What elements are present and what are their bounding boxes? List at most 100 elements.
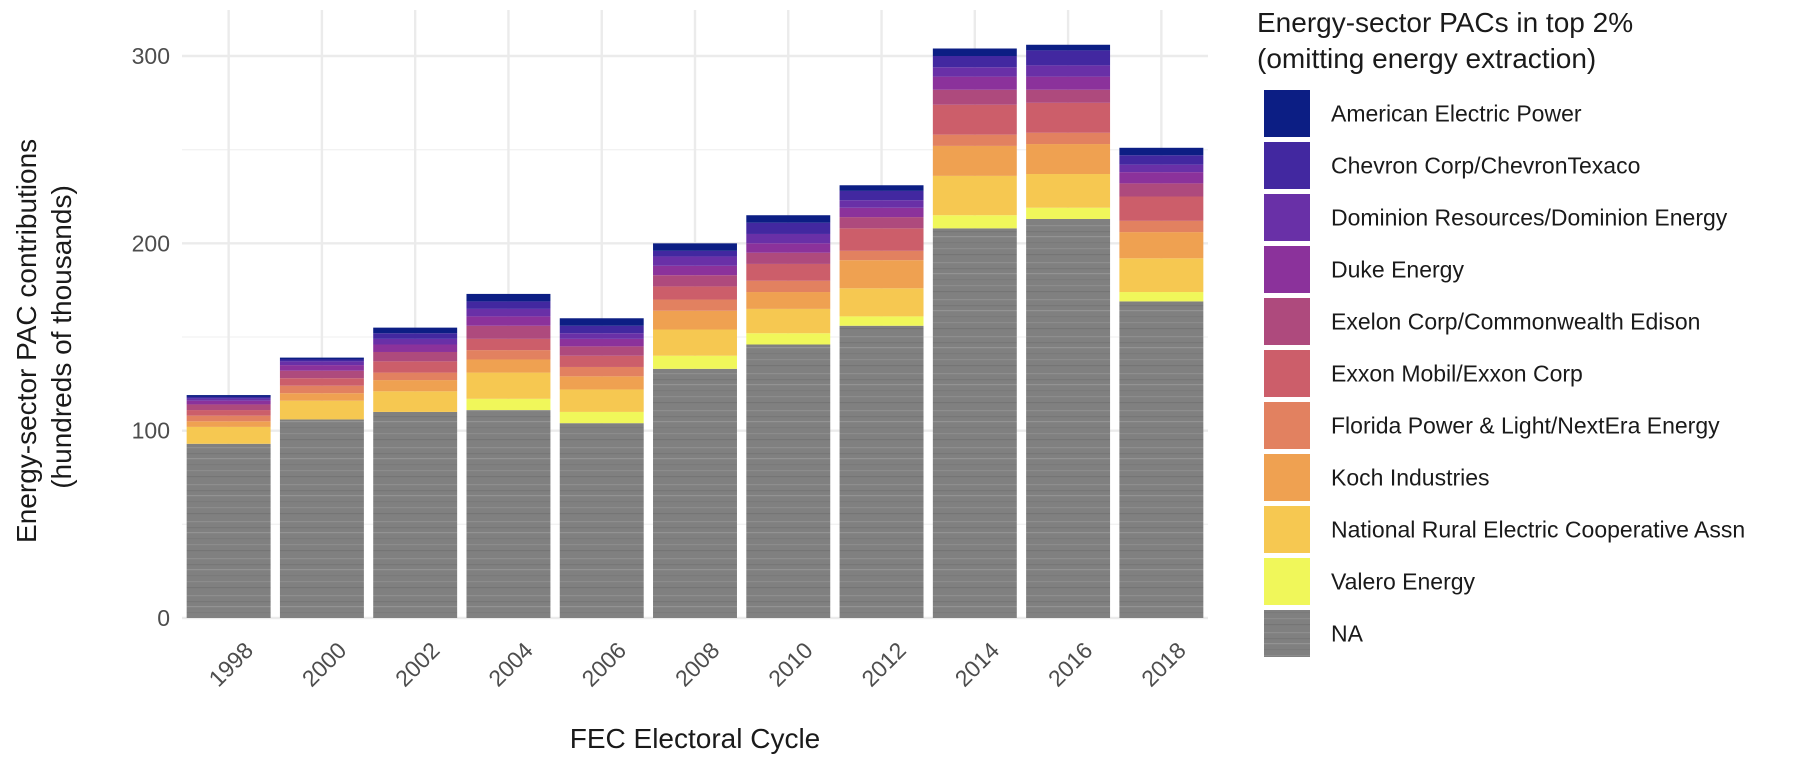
bar-stack-2008 [653,243,737,618]
bar-segment [932,56,1017,68]
y-tick-label: 200 [132,230,170,256]
bar-segment [653,265,737,276]
legend-item: NA [1264,610,1364,657]
legend-item: Chevron Corp/ChevronTexaco [1264,142,1640,189]
bar-segment [279,378,364,386]
bar-segment [1026,174,1111,208]
bar-segment [373,344,458,352]
bar-segment [932,175,1017,216]
legend-item: Duke Energy [1264,246,1464,293]
bar-segment [279,365,364,371]
bar-segment [746,222,831,234]
bar-segment [466,350,551,360]
bar-segment [746,243,831,253]
bar-segment [279,370,364,379]
bar-segment [839,260,924,289]
bar-segment [839,200,924,208]
bar-segment [1119,292,1204,302]
legend-label: American Electric Power [1331,101,1582,127]
bar-segment [1026,207,1111,219]
bar-segment [1026,65,1111,77]
legend-label: National Rural Electric Cooperative Assn [1331,517,1745,543]
bar-segment [466,301,551,309]
legend-swatch [1264,246,1310,293]
bar-segment [373,351,458,362]
bar-segment [466,359,551,373]
bar-segment [186,398,271,401]
bar-segment [1026,144,1111,175]
bar-segment [1119,301,1204,618]
bar-segment [1026,89,1111,103]
bar-segment [186,400,271,405]
x-tick-label: 2014 [950,637,1005,692]
bar-segment [839,190,924,201]
bar-segment [746,252,831,264]
legend: Energy-sector PACs in top 2% (omitting e… [1257,7,1745,657]
x-axis: 1998 2000 2002 2004 2006 2008 2010 2012 2014 2016… [203,637,1190,692]
x-tick-label: 2016 [1043,637,1098,692]
bar-segment [932,134,1017,146]
bar-segment [932,89,1017,105]
bar-segment [746,263,831,281]
legend-item: Koch Industries [1264,454,1490,501]
y-tick-label: 100 [132,418,170,444]
bar-stack-2010 [746,215,831,618]
bar-stack-2018 [1119,147,1204,618]
x-tick-label: 2012 [856,637,911,692]
bar-segment [559,355,644,367]
bar-stack-1998 [186,395,271,618]
bar-segment [186,415,271,422]
legend-swatch [1264,350,1310,397]
bar-segment [653,256,737,266]
bar-segment [653,329,737,356]
bar-segment [1026,102,1111,133]
legend-title-line-2: (omitting energy extraction) [1257,43,1596,74]
legend-item: Valero Energy [1264,558,1476,605]
legend-label: Valero Energy [1331,569,1476,595]
bar-segment [653,368,737,618]
bar-segment [559,346,644,356]
bar-segment [1026,76,1111,90]
legend-label: Florida Power & Light/NextEra Energy [1331,413,1720,439]
bar-segment [746,292,831,309]
legend-label: Dominion Resources/Dominion Energy [1331,205,1728,231]
bar-segment [466,325,551,339]
bar-segment [746,233,831,244]
bar-segment [466,293,551,302]
bar-segment [373,391,458,412]
bar-segment [746,280,831,293]
bar-segment [559,366,644,377]
legend-label: Exelon Corp/Commonwealth Edison [1331,309,1700,335]
legend-item: National Rural Electric Cooperative Assn [1264,506,1745,553]
bar-segment [1119,164,1204,173]
y-axis-title-line-2: (hundreds of thousands) [46,185,77,489]
x-tick-label: 2002 [390,637,445,692]
bar-segment [839,288,924,317]
bar-segment [746,308,831,334]
bar-segment [1119,232,1204,259]
bar-segment [466,316,551,326]
bar-segment [932,67,1017,77]
bar-segment [279,359,364,362]
bar-segment [186,410,271,416]
bar-segment [1119,172,1204,184]
bar-segment [186,396,271,399]
bar-segment [279,393,364,401]
bar-segment [186,404,271,411]
bar-segment [932,48,1017,56]
bar-stack-2014 [932,48,1017,618]
legend-swatch [1264,610,1310,657]
axis-titles: FEC Electoral Cycle Energy-sector PAC co… [11,139,820,754]
bar-segment [932,215,1017,229]
bar-stack-2016 [1026,44,1111,619]
legend-label: Koch Industries [1331,465,1490,491]
bar-segment [1119,147,1204,156]
bar-stack-2002 [373,327,458,618]
bar-segment [746,333,831,345]
bar-segment [373,333,458,339]
bar-segment [373,372,458,381]
bar-segment [653,286,737,300]
bar-segment [186,443,271,618]
